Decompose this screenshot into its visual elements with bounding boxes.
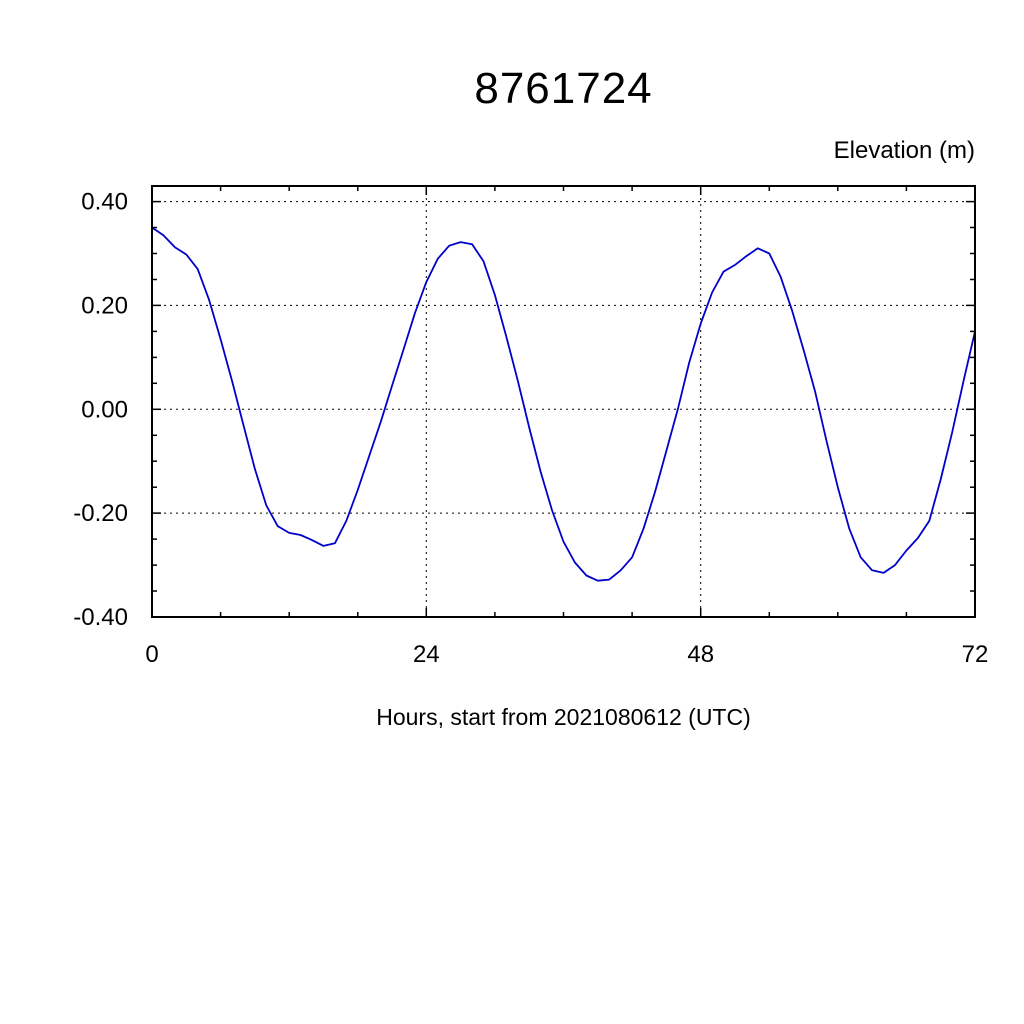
y-tick-label: -0.40 (73, 604, 128, 631)
x-tick-label: 48 (687, 641, 714, 668)
page-title: 8761724 (474, 64, 653, 113)
tide-elevation-chart: 0 24 48 72 0.40 0.20 0.00 -0.20 -0.40 (73, 185, 989, 668)
x-tick-label: 72 (962, 641, 989, 668)
elevation-series-line (151, 226, 976, 582)
y-tick-label: 0.40 (81, 189, 128, 216)
y-tick-label: -0.20 (73, 500, 128, 527)
x-axis-title: Hours, start from 2021080612 (UTC) (376, 704, 751, 730)
x-tick-label: 0 (145, 641, 158, 668)
y-tick-label: 0.20 (81, 292, 128, 319)
x-tick-label: 24 (413, 641, 440, 668)
plot-frame (151, 185, 976, 618)
y-axis-title: Elevation (m) (833, 137, 975, 164)
y-tick-label: 0.00 (81, 396, 128, 423)
